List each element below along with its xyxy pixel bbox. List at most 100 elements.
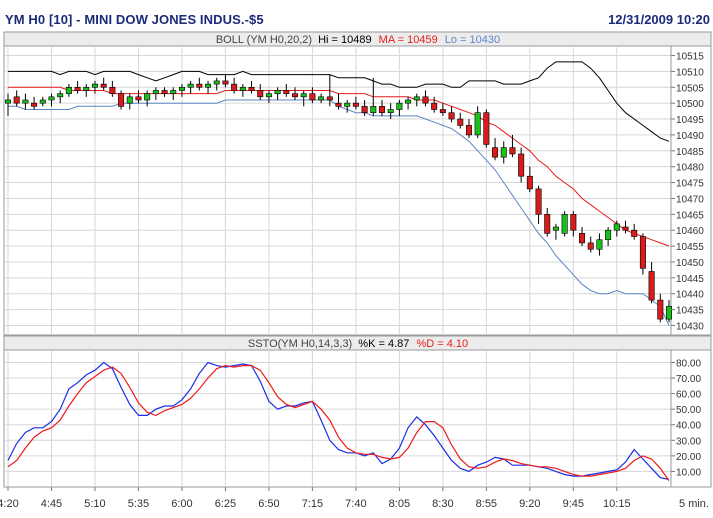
candle-body-down	[631, 229, 638, 237]
candle	[474, 106, 481, 139]
candle	[666, 300, 672, 323]
stoch-panel: SSTO(YM H0,14,3,3) %K = 4.87 %D = 4.10 8…	[3, 335, 712, 488]
candle	[500, 141, 507, 164]
price-tick-label: 10430	[676, 321, 704, 332]
candle	[283, 84, 290, 97]
candle-body-up	[300, 93, 307, 98]
candle-body-up	[126, 96, 133, 104]
price-tick-label: 10485	[676, 147, 704, 158]
candle	[509, 134, 516, 158]
candle-body-down	[283, 90, 290, 94]
price-tick-label: 10450	[676, 258, 704, 269]
candle	[396, 99, 403, 116]
candle	[257, 84, 264, 100]
time-tick-label: 6:00	[171, 498, 192, 510]
time-tick-label: 7:40	[345, 498, 366, 510]
candle	[326, 74, 333, 107]
candle-body-down	[378, 106, 385, 113]
candle	[248, 80, 255, 94]
stoch-tick-label: 70.00	[676, 374, 701, 385]
time-tick-label: 7:15	[302, 498, 323, 510]
stoch-tick-label: 80.00	[676, 358, 701, 369]
candle-body-down	[570, 214, 577, 231]
stoch-lines	[7, 361, 670, 481]
price-candles	[5, 74, 672, 323]
time-unit-label: 5 min.	[679, 498, 709, 510]
price-tick-label: 10470	[676, 194, 704, 205]
price-tick-label: 10480	[676, 163, 704, 174]
time-tick-label: 6:50	[258, 498, 279, 510]
candle-body-up	[65, 86, 72, 94]
candle	[161, 87, 168, 97]
candle	[465, 119, 472, 139]
candle	[361, 99, 368, 116]
candle	[231, 77, 238, 94]
candle-body-down	[100, 83, 107, 88]
candle-body-down	[422, 96, 429, 104]
candle-body-up	[5, 99, 11, 104]
stoch-tick-label: 60.00	[676, 390, 701, 401]
candle-body-up	[91, 83, 98, 88]
stoch-tick-label: 40.00	[676, 421, 701, 432]
candle	[65, 84, 72, 97]
candle-body-down	[31, 102, 38, 107]
candle	[518, 147, 525, 183]
candle-body-down	[579, 233, 586, 244]
candle	[57, 90, 64, 104]
candle-body-down	[657, 299, 664, 320]
candle-body-up	[605, 229, 612, 241]
price-axis-area	[670, 45, 712, 336]
candle	[431, 96, 438, 113]
price-tick-label: 10440	[676, 290, 704, 301]
candle-body-up	[596, 239, 603, 250]
candle-body-down	[518, 153, 525, 177]
candle-body-down	[222, 80, 229, 85]
candle-body-up	[396, 102, 403, 110]
time-tick-label: 6:25	[215, 498, 236, 510]
time-tick-label: 8:55	[476, 498, 497, 510]
candle	[135, 90, 142, 104]
price-panel: BOLL (YM H0,20,2) Hi = 10489 MA = 10459 …	[3, 31, 712, 336]
candle-body-up	[666, 306, 672, 320]
candle	[439, 103, 446, 116]
candle	[483, 109, 490, 148]
candle	[378, 99, 385, 116]
symbol-title: YM H0 [10] - MINI DOW JONES INDUS.-$5	[5, 12, 264, 27]
candle	[579, 227, 586, 247]
candle	[544, 207, 551, 237]
candle-body-down	[109, 86, 116, 94]
stoch-tick-label: 30.00	[676, 436, 701, 447]
candle-body-up	[413, 96, 420, 101]
candle	[152, 87, 159, 100]
candle-body-down	[361, 106, 368, 113]
candle	[526, 166, 533, 193]
candle	[648, 261, 655, 304]
upper-band-line	[8, 61, 670, 142]
candle-body-down	[544, 214, 551, 234]
candle-body-down	[74, 86, 81, 91]
candle	[422, 90, 429, 107]
candle-body-up	[474, 112, 481, 136]
stoch-grid	[4, 350, 671, 487]
candle	[205, 80, 212, 94]
d-line	[7, 364, 670, 481]
price-legend: BOLL (YM H0,20,2) Hi = 10489 MA = 10459 …	[216, 34, 500, 46]
candle-body-down	[309, 93, 316, 101]
candle-body-up	[48, 96, 55, 101]
price-tick-label: 10500	[676, 99, 704, 110]
stoch-y-tick-labels: 80.00 70.00 60.00 50.00 40.00 30.00 20.00 10.00	[671, 358, 701, 478]
candle-body-down	[622, 226, 629, 231]
candle-body-down	[352, 102, 359, 107]
candle	[570, 211, 577, 237]
candle	[535, 185, 542, 224]
candle-body-down	[431, 102, 438, 110]
time-tick-label: 8:05	[389, 498, 410, 510]
price-tick-label: 10435	[676, 306, 704, 317]
date-time: 12/31/2009 10:20	[608, 12, 710, 27]
candle-body-up	[613, 223, 620, 231]
time-tick-label: 9:45	[563, 498, 584, 510]
candle-body-down	[492, 147, 499, 158]
candle-body-up	[205, 83, 212, 88]
candle	[48, 93, 55, 107]
k-line	[7, 361, 670, 480]
